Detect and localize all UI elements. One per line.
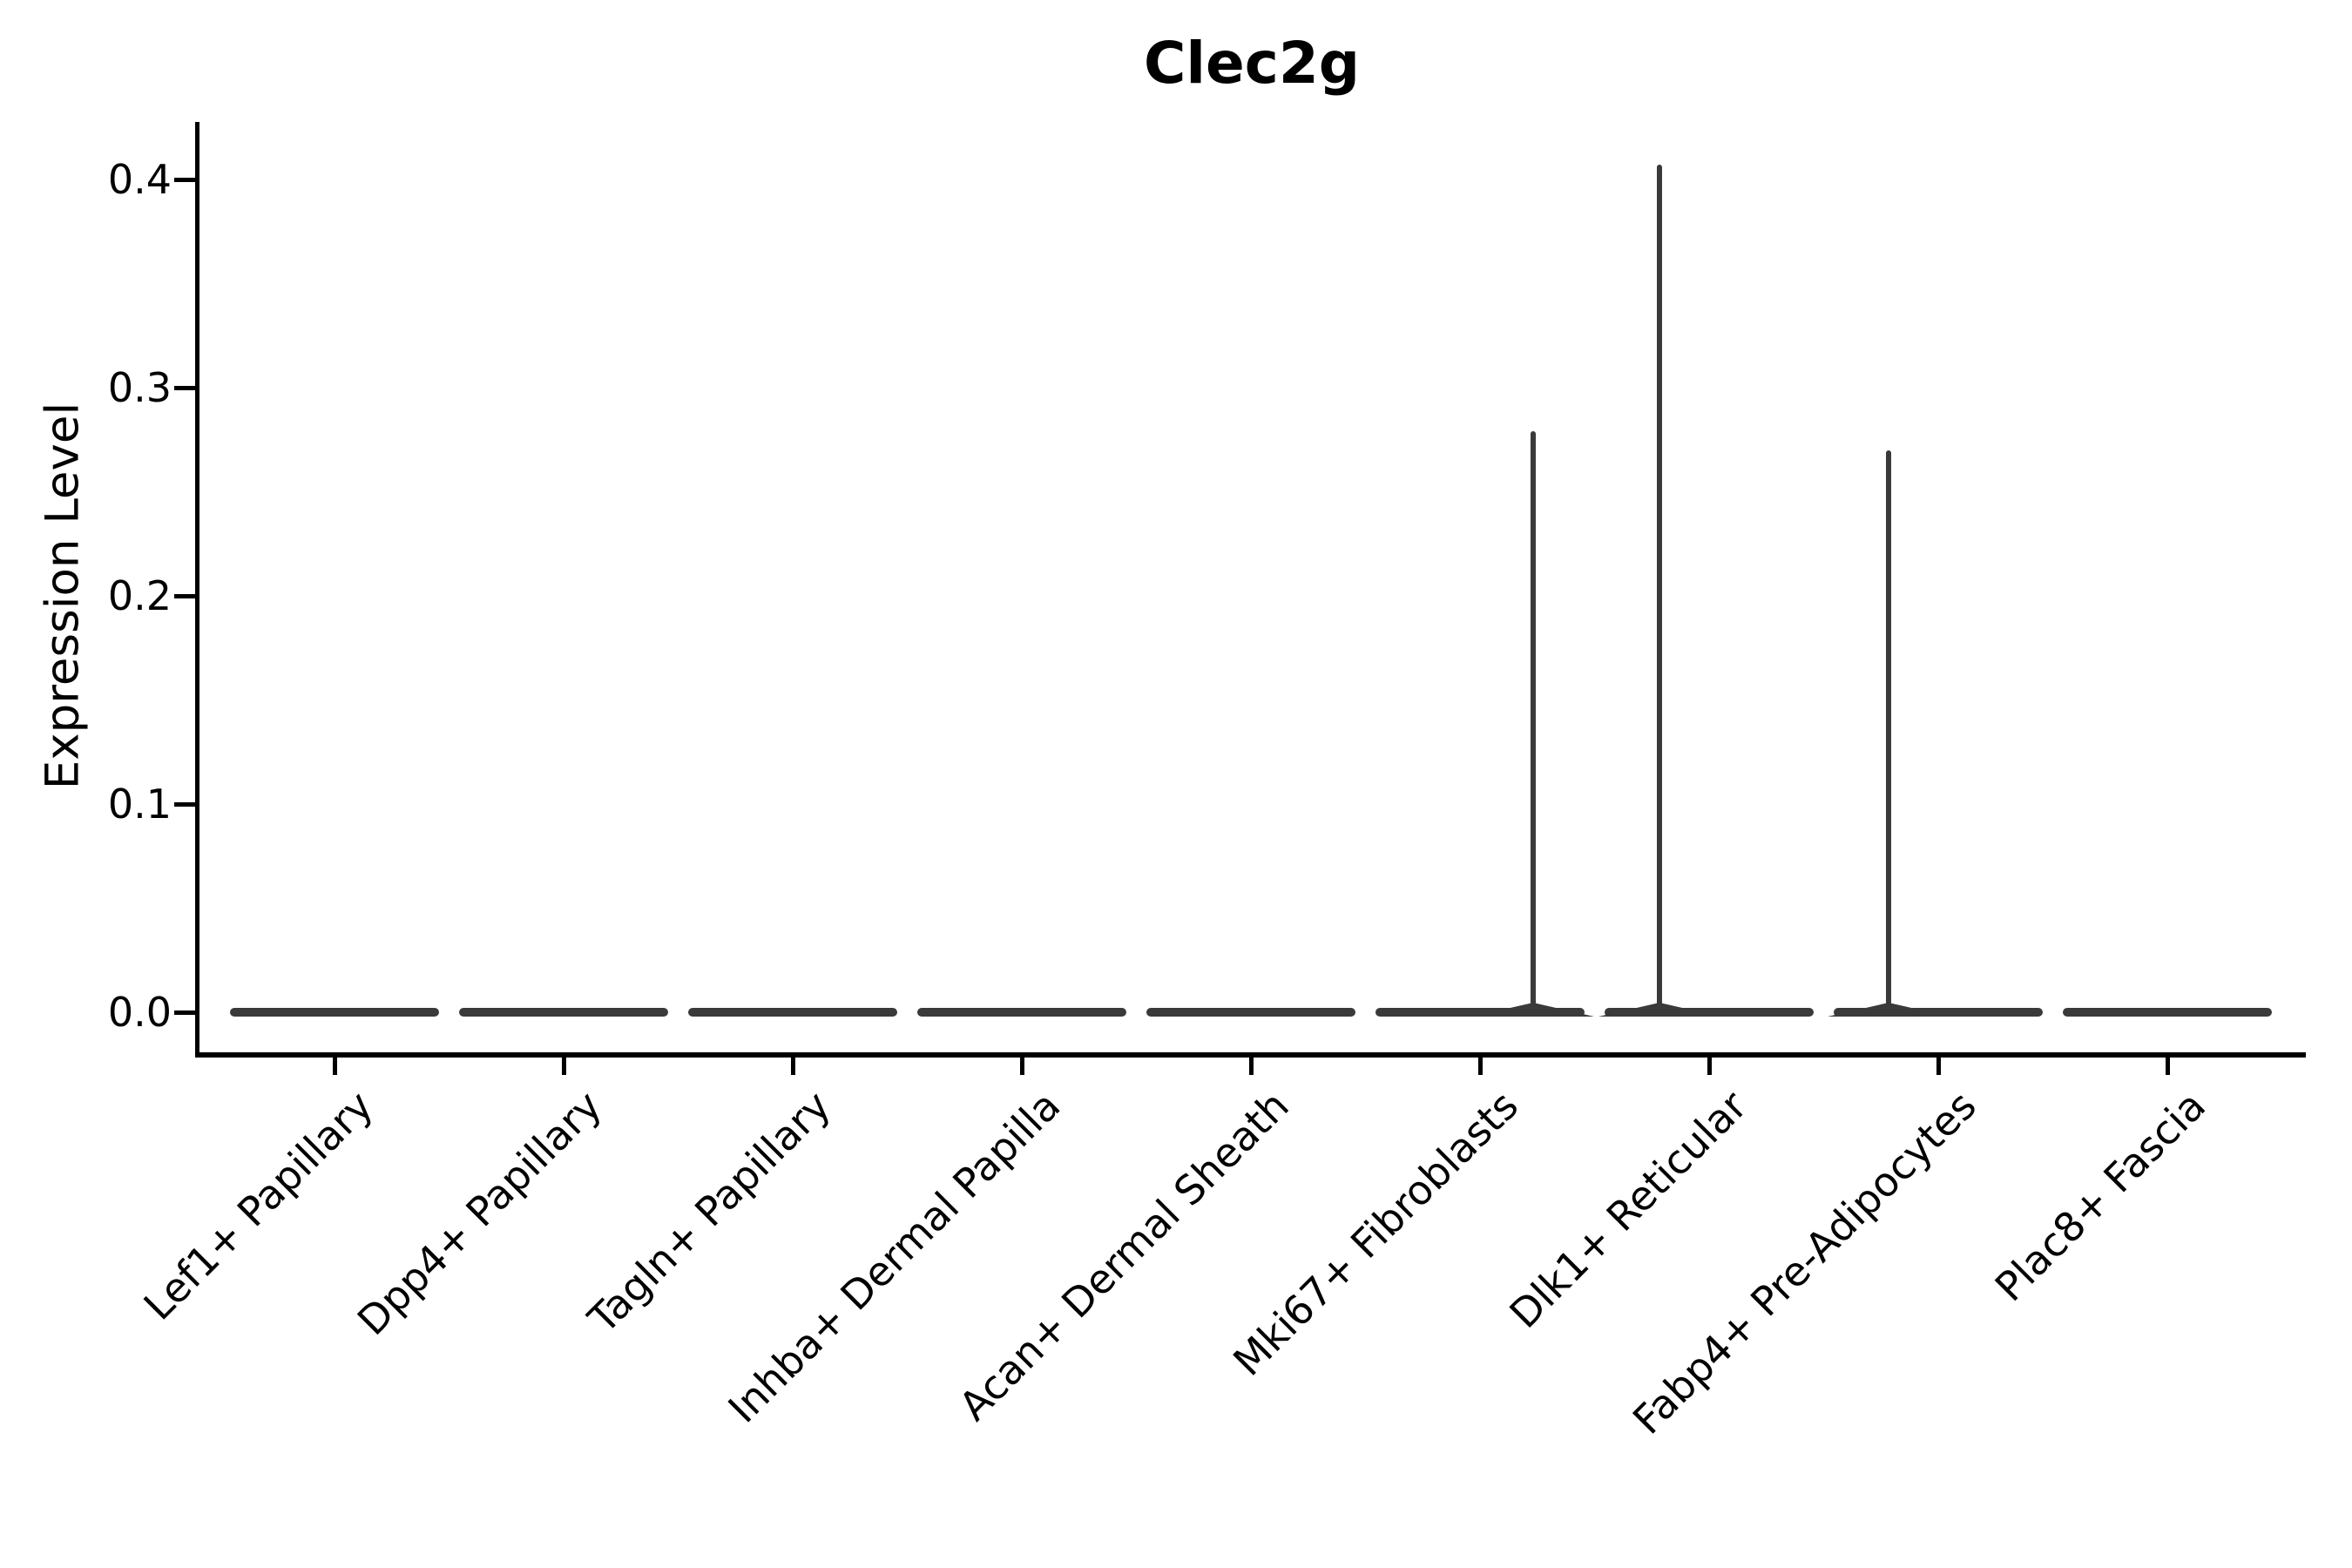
x-tick <box>2166 1058 2170 1075</box>
y-tick <box>174 1010 195 1015</box>
x-tick-label: Plac8+ Fascia <box>1985 1081 2215 1311</box>
y-tick-label: 0.1 <box>107 781 172 828</box>
y-tick <box>174 386 195 390</box>
y-tick-label: 0.0 <box>107 989 172 1036</box>
x-tick-label: Lef1+ Papillary <box>134 1081 382 1329</box>
violin-body <box>459 1008 668 1017</box>
violin-body <box>230 1008 439 1017</box>
x-tick <box>1020 1058 1024 1075</box>
chart-title: Clec2g <box>1143 30 1361 97</box>
y-tick <box>174 802 195 807</box>
x-tick <box>333 1058 337 1075</box>
x-tick-label: Tagln+ Papillary <box>579 1081 841 1342</box>
violin-body <box>2063 1008 2272 1017</box>
y-tick-label: 0.3 <box>107 364 172 411</box>
x-axis-spine <box>195 1052 2306 1058</box>
y-tick <box>174 178 195 182</box>
x-tick <box>1478 1058 1483 1075</box>
x-tick-label: Dlk1+ Reticular <box>1500 1081 1757 1338</box>
y-tick-label: 0.2 <box>107 572 172 619</box>
violin-density-spike <box>1657 165 1662 1010</box>
violin-density-spike <box>1531 431 1536 1010</box>
x-tick <box>791 1058 795 1075</box>
violin-body <box>917 1008 1126 1017</box>
y-axis-spine <box>195 122 199 1056</box>
y-tick <box>174 594 195 598</box>
x-tick-label: Dpp4+ Papillary <box>348 1081 612 1345</box>
violin-density-spike <box>1886 449 1891 1010</box>
x-tick <box>1249 1058 1254 1075</box>
violin-body <box>1146 1008 1355 1017</box>
x-tick <box>1707 1058 1712 1075</box>
violin-body <box>688 1008 897 1017</box>
x-tick <box>1936 1058 1941 1075</box>
x-tick <box>562 1058 566 1075</box>
y-tick-label: 0.4 <box>107 156 172 203</box>
